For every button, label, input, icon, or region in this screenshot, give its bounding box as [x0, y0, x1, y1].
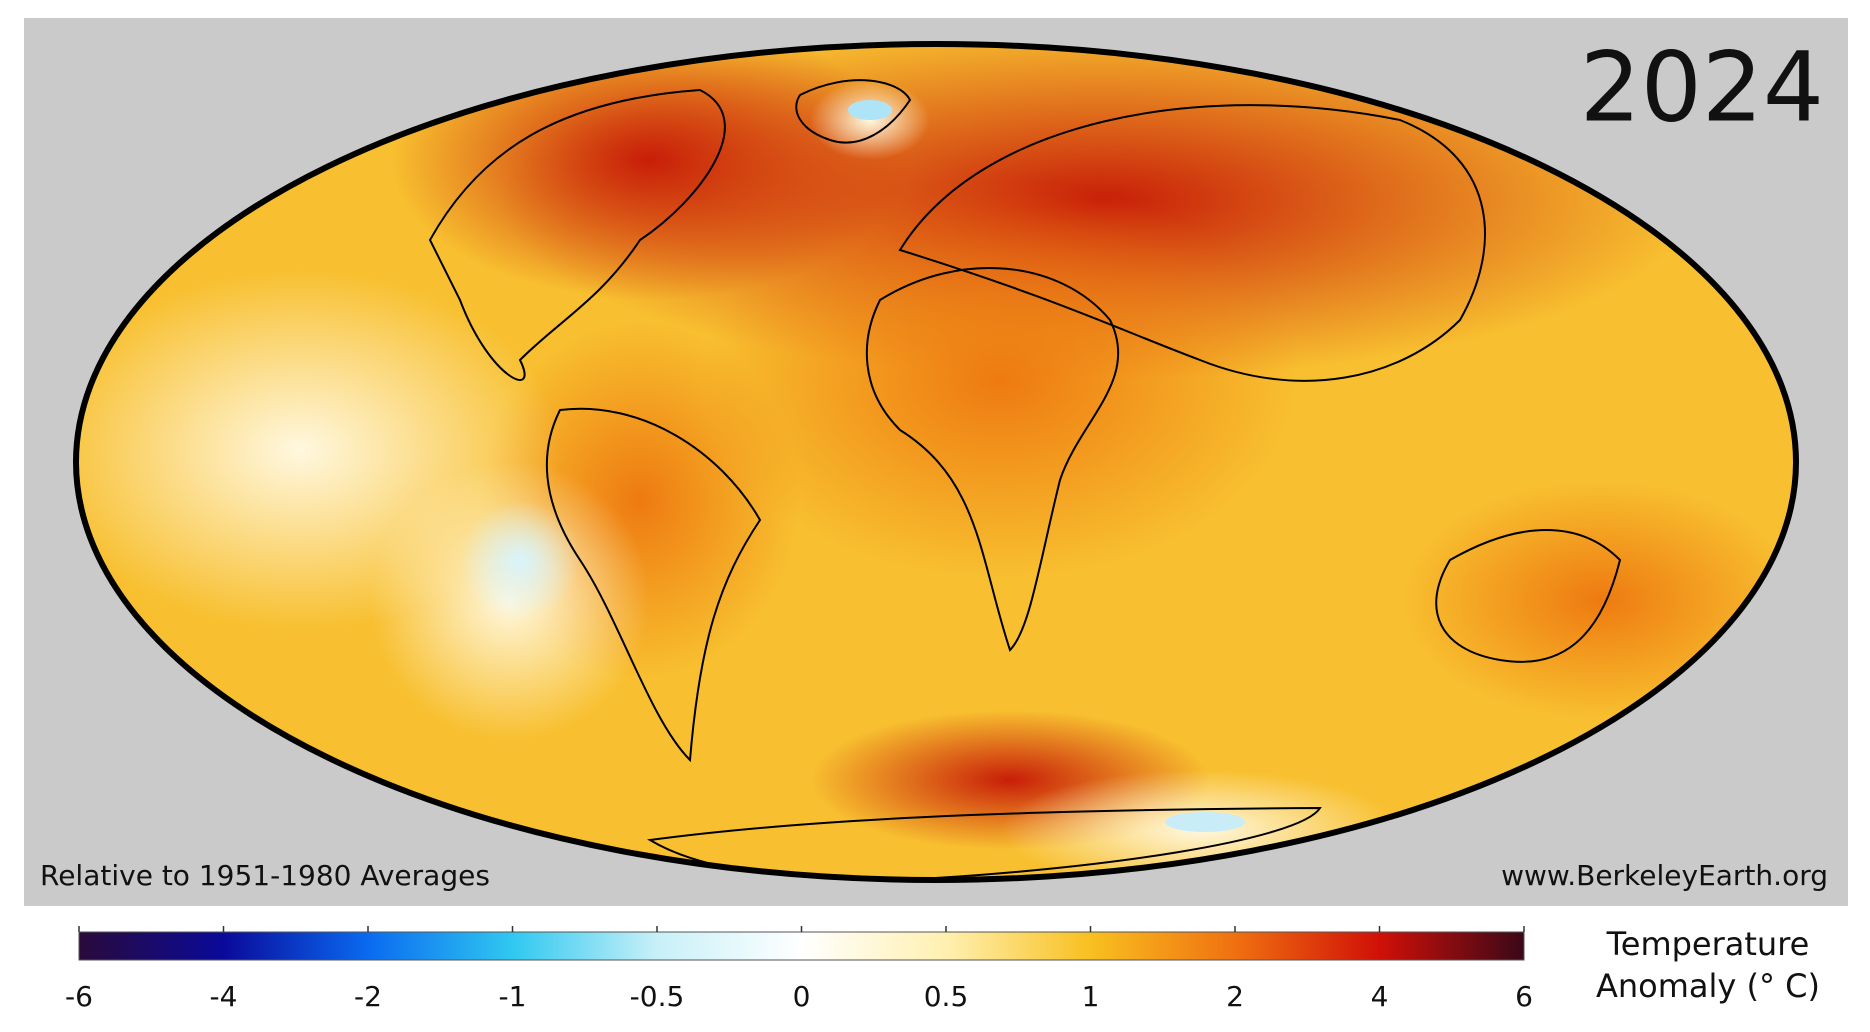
colorbar-tick-label: 4 — [1371, 980, 1389, 1013]
colorbar-tick-label: -6 — [65, 980, 93, 1013]
colorbar-tick-label: 6 — [1515, 980, 1533, 1013]
colorbar-tick-label: -2 — [354, 980, 382, 1013]
colorbar — [78, 931, 1525, 961]
colorbar-tick-label: -4 — [210, 980, 238, 1013]
colorbar-axis: -6 -4 -2 -1 -0.5 0 0.5 1 2 4 6 — [65, 926, 1533, 1013]
colorbar-tick-label: 0 — [793, 980, 811, 1013]
globe-outline — [73, 41, 1799, 883]
year: 2024 — [1580, 31, 1824, 143]
source-url: www.BerkeleyEarth.org — [1501, 859, 1828, 892]
colorbar-title: Temperature — [1606, 925, 1810, 963]
colorbar-tick-label: 2 — [1226, 980, 1244, 1013]
colorbar-tick-label: -1 — [499, 980, 527, 1013]
coastlines — [428, 79, 1622, 880]
colorbar-tick-label: 0.5 — [924, 980, 969, 1013]
colorbar-tick-label: -0.5 — [630, 980, 685, 1013]
colorbar-tick-label: 1 — [1082, 980, 1100, 1013]
colorbar-title: Anomaly (° C) — [1596, 967, 1820, 1005]
baseline-note: Relative to 1951-1980 Averages — [40, 859, 490, 892]
